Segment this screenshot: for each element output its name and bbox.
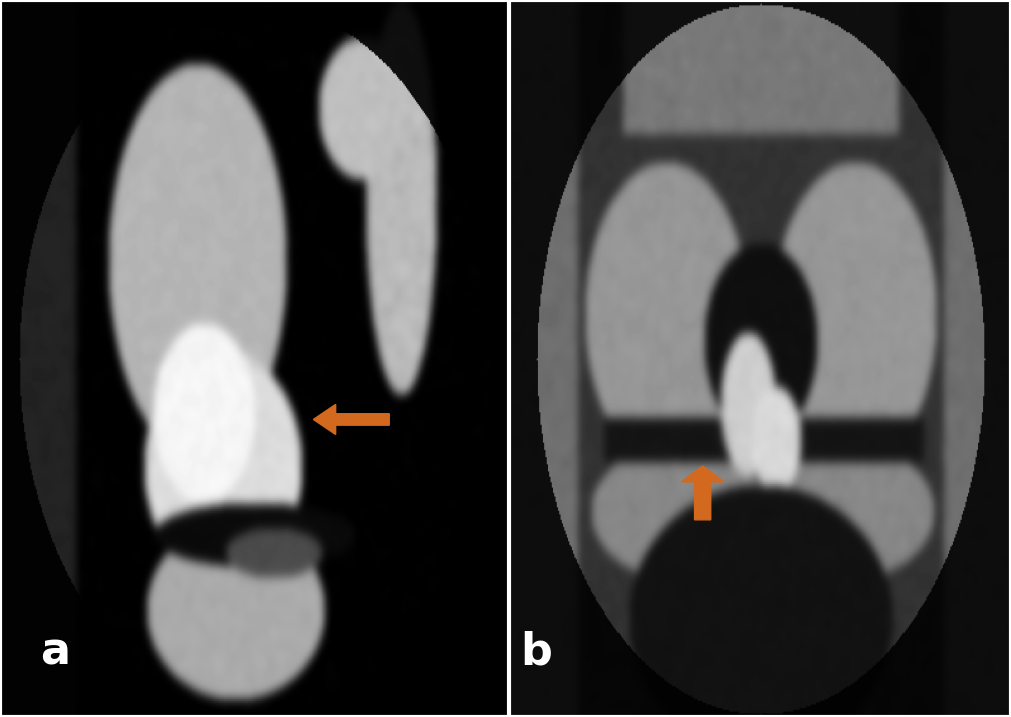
- Text: b: b: [521, 631, 553, 674]
- Text: a: a: [40, 631, 71, 674]
